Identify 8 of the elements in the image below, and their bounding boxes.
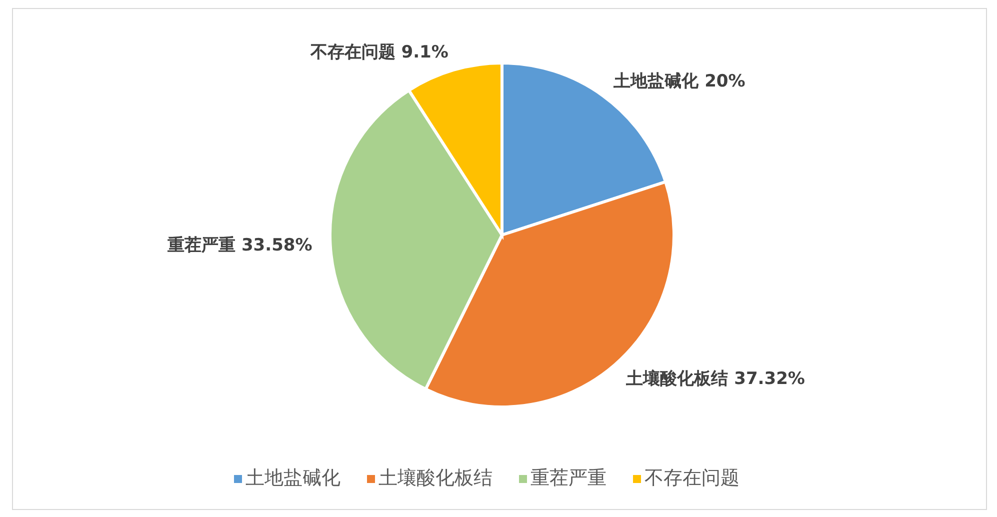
- category-label: 土壤酸化板结 37.32%: [626, 368, 805, 389]
- category-label: 重茬严重 33.58%: [168, 236, 312, 256]
- legend-label: 土壤酸化板结: [378, 467, 492, 489]
- legend-label: 重茬严重: [530, 467, 606, 489]
- legend-label: 土地盐碱化: [246, 467, 340, 489]
- category-label: 不存在问题 9.1%: [310, 42, 448, 63]
- legend-label: 不存在问题: [644, 467, 740, 489]
- category-label: 土地盐碱化 20%: [614, 71, 746, 92]
